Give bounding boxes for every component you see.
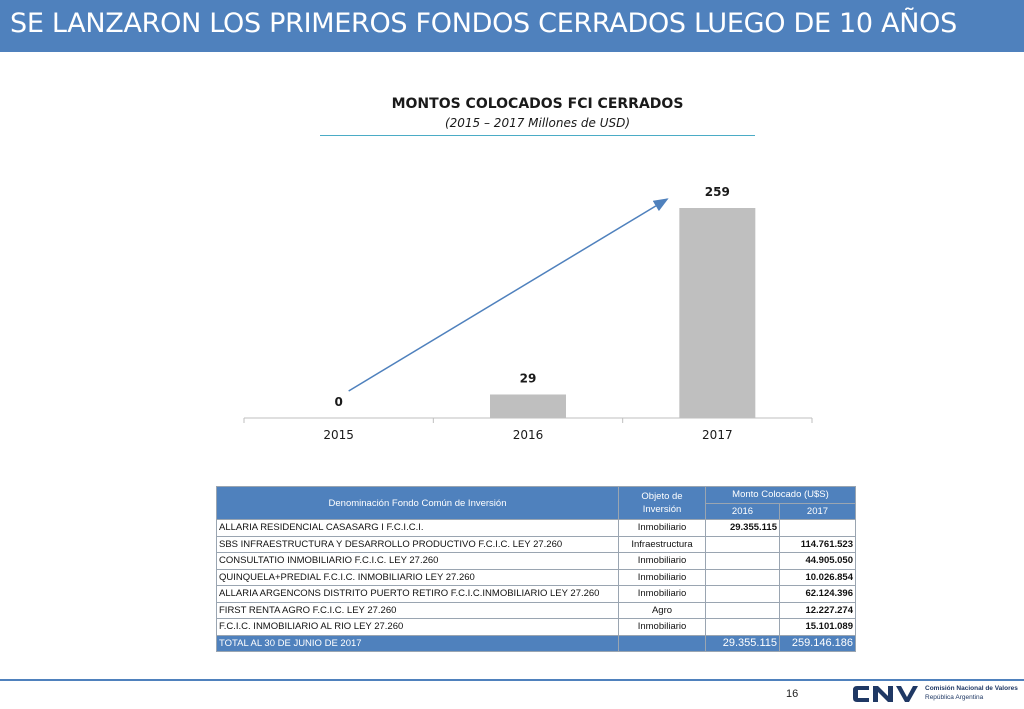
amount-2016-cell xyxy=(705,618,780,636)
amount-2017-cell: 12.227.274 xyxy=(779,601,856,619)
amount-2017-cell: 114.761.523 xyxy=(779,535,856,553)
investment-object-cell: Inmobiliario xyxy=(618,552,706,570)
header-amount: Monto Colocado (U$S) xyxy=(705,486,856,504)
fund-name-cell: ALLARIA RESIDENCIAL CASASARG I F.C.I.C.I… xyxy=(216,519,619,537)
fund-name-cell: CONSULTATIO INMOBILIARIO F.C.I.C. LEY 27… xyxy=(216,552,619,570)
fund-name-cell: QUINQUELA+PREDIAL F.C.I.C. INMOBILIARIO … xyxy=(216,568,619,586)
amount-2016-cell xyxy=(705,585,780,603)
amount-2016-cell xyxy=(705,568,780,586)
amount-2017-cell: 62.124.396 xyxy=(779,585,856,603)
table-row: SBS INFRAESTRUCTURA Y DESARROLLO PRODUCT… xyxy=(216,535,856,553)
fund-name-cell: ALLARIA ARGENCONS DISTRITO PUERTO RETIRO… xyxy=(216,585,619,603)
fund-name-cell: FIRST RENTA AGRO F.C.I.C. LEY 27.260 xyxy=(216,601,619,619)
fund-name-cell: F.C.I.C. INMOBILIARIO AL RIO LEY 27.260 xyxy=(216,618,619,636)
slide-title: SE LANZARON LOS PRIMEROS FONDOS CERRADOS… xyxy=(10,8,957,39)
table-row: FIRST RENTA AGRO F.C.I.C. LEY 27.260 Agro… xyxy=(216,601,856,619)
total-2016: 29.355.115 xyxy=(705,634,780,652)
footer-rule xyxy=(0,679,1024,681)
amount-2016-cell xyxy=(705,601,780,619)
fund-name-cell: SBS INFRAESTRUCTURA Y DESARROLLO PRODUCT… xyxy=(216,535,619,553)
total-2017: 259.146.186 xyxy=(779,634,856,652)
investment-object-cell: Inmobiliario xyxy=(618,618,706,636)
table-row: ALLARIA ARGENCONS DISTRITO PUERTO RETIRO… xyxy=(216,585,856,603)
data-label-2016: 29 xyxy=(520,371,537,385)
chart-title: MONTOS COLOCADOS FCI CERRADOS xyxy=(391,96,684,112)
table-row: F.C.I.C. INMOBILIARIO AL RIO LEY 27.260 I… xyxy=(216,618,856,636)
tick-label-2017: 2017 xyxy=(702,428,733,442)
amount-2017-cell: 44.905.050 xyxy=(779,552,856,570)
amount-2017-cell xyxy=(779,519,856,537)
header-investment-object: Objeto de Inversión xyxy=(618,486,706,520)
amount-2017-cell: 10.026.854 xyxy=(779,568,856,586)
data-label-2015: 0 xyxy=(334,395,342,409)
logo-country: República Argentina xyxy=(925,694,984,701)
trend-arrow xyxy=(348,198,669,392)
total-object xyxy=(618,634,706,652)
slide-header: SE LANZARON LOS PRIMEROS FONDOS CERRADOS… xyxy=(0,0,1024,52)
investment-object-cell: Inmobiliario xyxy=(618,568,706,586)
data-label-2017: 259 xyxy=(705,185,730,199)
table-row: QUINQUELA+PREDIAL F.C.I.C. INMOBILIARIO … xyxy=(216,568,856,586)
amount-2016-cell: 29.355.115 xyxy=(705,519,780,537)
header-year-2017: 2017 xyxy=(779,502,856,520)
tick-label-2016: 2016 xyxy=(513,428,544,442)
investment-object-cell: Agro xyxy=(618,601,706,619)
bar-chart: 0 2015 29 2016 259 2017 xyxy=(243,185,813,442)
chart-title-rule xyxy=(320,135,755,136)
funds-table: Denominación Fondo Común de Inversión Ob… xyxy=(216,486,856,652)
table-row: ALLARIA RESIDENCIAL CASASARG I F.C.I.C.I… xyxy=(216,519,856,537)
amount-2016-cell xyxy=(705,552,780,570)
page-number: 16 xyxy=(786,688,799,700)
investment-object-cell: Infraestructura xyxy=(618,535,706,553)
bar-2016 xyxy=(490,394,566,418)
header-fund-name: Denominación Fondo Común de Inversión xyxy=(216,486,619,520)
cnv-logo: Comisión Nacional de Valores República A… xyxy=(851,683,1019,705)
investment-object-cell: Inmobiliario xyxy=(618,519,706,537)
table-total-row: TOTAL AL 30 DE JUNIO DE 2017 29.355.115 … xyxy=(216,634,856,652)
cnv-logo-mark xyxy=(853,686,918,702)
amount-2016-cell xyxy=(705,535,780,553)
amount-2017-cell: 15.101.089 xyxy=(779,618,856,636)
total-label: TOTAL AL 30 DE JUNIO DE 2017 xyxy=(216,634,619,652)
investment-object-cell: Inmobiliario xyxy=(618,585,706,603)
header-year-2016: 2016 xyxy=(705,502,780,520)
bar-2017 xyxy=(679,208,756,418)
table-body: ALLARIA RESIDENCIAL CASASARG I F.C.I.C.I… xyxy=(216,519,856,636)
table-row: CONSULTATIO INMOBILIARIO F.C.I.C. LEY 27… xyxy=(216,552,856,570)
chart-subtitle: (2015 – 2017 Millones de USD) xyxy=(444,116,631,130)
tick-label-2015: 2015 xyxy=(323,428,354,442)
logo-name: Comisión Nacional de Valores xyxy=(925,685,1018,692)
